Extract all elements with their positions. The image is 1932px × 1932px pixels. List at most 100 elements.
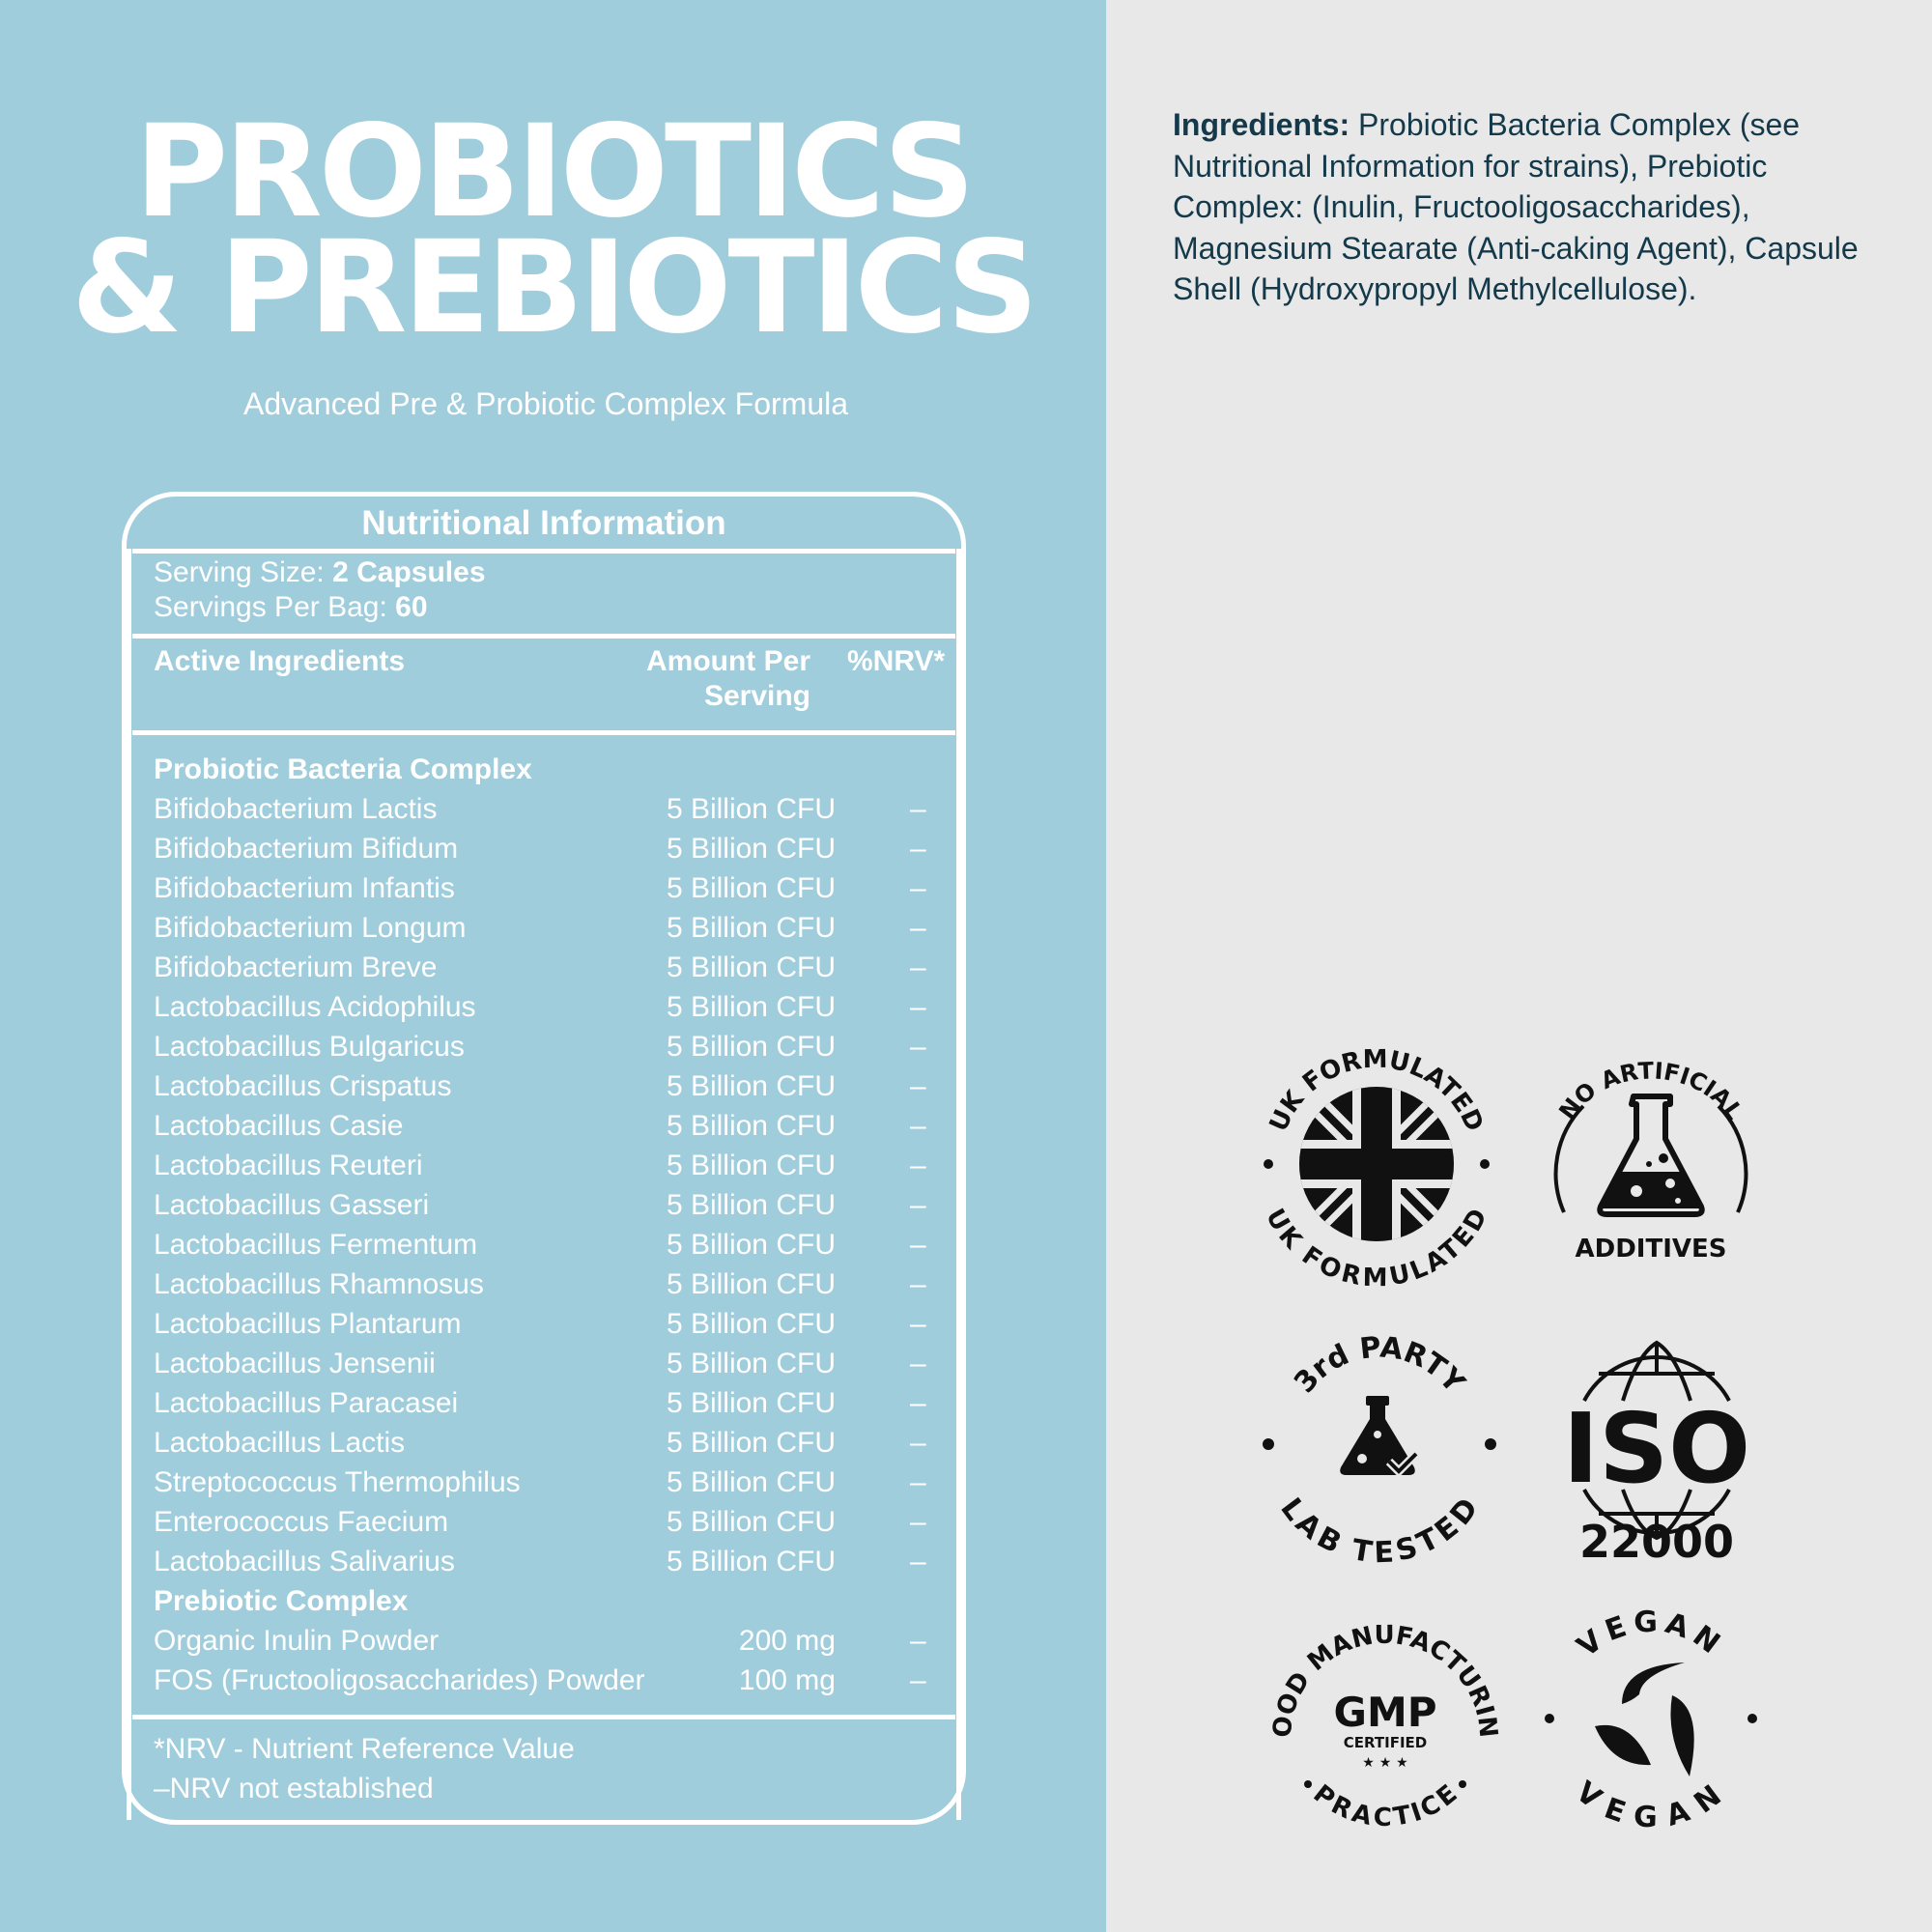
ingredients-text: Ingredients: Probiotic Bacteria Complex …: [1173, 104, 1888, 310]
table-row: Streptococcus Thermophilus 5 Billion CFU –: [154, 1463, 946, 1502]
amount-value: 5 Billion CFU: [666, 952, 836, 983]
divider: [132, 634, 955, 639]
ingredient-name: Lactobacillus Fermentum: [154, 1229, 478, 1261]
ingredient-name: Streptococcus Thermophilus: [154, 1466, 521, 1498]
servings-per-bag: Servings Per Bag: 60: [154, 591, 428, 624]
nrv-value: –: [910, 912, 926, 944]
nrv-value: –: [910, 1546, 926, 1577]
flask-icon: [1597, 1094, 1705, 1217]
nrv-value: –: [910, 1664, 926, 1696]
table-row: Lactobacillus Bulgaricus 5 Billion CFU –: [154, 1027, 946, 1066]
no-artificial-additives-badge: NO ARTIFICIAL ADDITIVES: [1525, 1038, 1776, 1290]
column-header-nrv: %NRV*: [847, 645, 946, 677]
amount-value: 5 Billion CFU: [666, 1229, 836, 1261]
ingredient-name: Bifidobacterium Breve: [154, 952, 438, 983]
nrv-value: –: [910, 833, 926, 865]
nrv-value: –: [910, 793, 926, 825]
badge-bottom-text: VEGAN: [1570, 1775, 1726, 1834]
nrv-value: –: [910, 991, 926, 1023]
divider: [132, 549, 955, 554]
left-panel: PROBIOTICS & PREBIOTICS Advanced Pre & P…: [0, 0, 1106, 1932]
amount-value: 5 Billion CFU: [666, 1150, 836, 1181]
nrv-value: –: [910, 1427, 926, 1459]
badge-bottom-text: LAB TESTED: [1274, 1492, 1485, 1570]
nrv-value: –: [910, 1387, 926, 1419]
nrv-value: –: [910, 1308, 926, 1340]
amount-value: 5 Billion CFU: [666, 1189, 836, 1221]
badge-top-text: VEGAN: [1571, 1605, 1724, 1664]
ingredient-name: Lactobacillus Bulgaricus: [154, 1031, 465, 1063]
divider: [127, 549, 131, 1820]
table-row: Bifidobacterium Breve 5 Billion CFU –: [154, 948, 946, 987]
ingredient-name: Prebiotic Complex: [154, 1585, 409, 1617]
subtitle: Advanced Pre & Probiotic Complex Formula: [242, 386, 849, 421]
ingredient-name: Lactobacillus Acidophilus: [154, 991, 476, 1023]
ingredient-name: Bifidobacterium Infantis: [154, 872, 455, 904]
lab-tested-badge: 3rd PARTY LAB TESTED: [1254, 1319, 1505, 1570]
amount-value: 5 Billion CFU: [666, 1466, 836, 1498]
amount-value: 5 Billion CFU: [666, 833, 836, 865]
right-panel: [1106, 0, 1932, 1932]
ingredient-name: Lactobacillus Lactis: [154, 1427, 406, 1459]
nrv-value: –: [910, 1031, 926, 1063]
table-row: Lactobacillus Plantarum 5 Billion CFU –: [154, 1304, 946, 1344]
table-row: Lactobacillus Gasseri 5 Billion CFU –: [154, 1185, 946, 1225]
amount-value: 100 mg: [738, 1664, 836, 1696]
divider: [956, 549, 961, 1820]
amount-value: 5 Billion CFU: [666, 1387, 836, 1419]
amount-value: 5 Billion CFU: [666, 912, 836, 944]
ingredient-name: Bifidobacterium Longum: [154, 912, 467, 944]
amount-value: 5 Billion CFU: [666, 991, 836, 1023]
table-row: Lactobacillus Jensenii 5 Billion CFU –: [154, 1344, 946, 1383]
union-jack-icon: [1299, 1087, 1454, 1241]
nrv-value: –: [910, 1466, 926, 1498]
amount-header-line1: Amount Per: [645, 645, 810, 677]
title-line-1: PROBIOTICS: [134, 98, 975, 246]
column-header-amount: Amount Per Serving: [646, 644, 810, 714]
amount-value: 5 Billion CFU: [666, 1348, 836, 1379]
servings-value: 60: [395, 591, 428, 623]
table-row: Enterococcus Faecium 5 Billion CFU –: [154, 1502, 946, 1542]
amount-value: 5 Billion CFU: [666, 1110, 836, 1142]
amount-value: 5 Billion CFU: [666, 872, 836, 904]
table-row: Lactobacillus Paracasei 5 Billion CFU –: [154, 1383, 946, 1423]
amount-value: 5 Billion CFU: [666, 793, 836, 825]
ingredient-name: Lactobacillus Paracasei: [154, 1387, 459, 1419]
serving-size-label: Serving Size:: [154, 556, 325, 588]
stars-icon: ★ ★ ★: [1362, 1755, 1407, 1771]
nrv-value: –: [910, 1229, 926, 1261]
ingredients-label: Ingredients:: [1173, 107, 1350, 142]
badge-bottom-text: PRACTICE: [1307, 1779, 1463, 1833]
table-row: Lactobacillus Reuteri 5 Billion CFU –: [154, 1146, 946, 1185]
nrv-value: –: [910, 872, 926, 904]
amount-value: 5 Billion CFU: [666, 1070, 836, 1102]
ingredient-name: Bifidobacterium Lactis: [154, 793, 438, 825]
svg-text:3rd PARTY: 3rd PARTY: [1288, 1330, 1472, 1400]
lab-flask-check-icon: [1340, 1396, 1420, 1478]
ingredient-name: FOS (Fructooligosaccharides) Powder: [154, 1664, 645, 1696]
nrv-value: –: [910, 1110, 926, 1142]
serving-size: Serving Size: 2 Capsules: [154, 556, 486, 589]
globe-icon: [1582, 1340, 1731, 1541]
amount-value: 5 Billion CFU: [666, 1031, 836, 1063]
amount-value: 5 Billion CFU: [666, 1546, 836, 1577]
table-row: Bifidobacterium Bifidum 5 Billion CFU –: [154, 829, 946, 868]
amount-header-line2: Serving: [703, 680, 810, 712]
ingredient-name: Probiotic Bacteria Complex: [154, 753, 532, 785]
ingredients-list: Probiotic Bacteria Complex (see Nutritio…: [1173, 107, 1859, 306]
ingredient-name: Lactobacillus Reuteri: [154, 1150, 423, 1181]
svg-text:PRACTICE: PRACTICE: [1307, 1779, 1463, 1833]
section-header-row: Probiotic Bacteria Complex: [154, 750, 946, 789]
nrv-value: –: [910, 1268, 926, 1300]
nrv-value: –: [910, 1070, 926, 1102]
table-row: Lactobacillus Acidophilus 5 Billion CFU –: [154, 987, 946, 1027]
nrv-value: –: [910, 1348, 926, 1379]
table-row: Lactobacillus Casie 5 Billion CFU –: [154, 1106, 946, 1146]
divider: [132, 730, 955, 735]
badge-top-text: NO ARTIFICIAL: [1553, 1057, 1747, 1124]
ingredient-name: Lactobacillus Jensenii: [154, 1348, 436, 1379]
gmp-certified-badge: GOOD MANUFACTURING PRACTICE GMP CERTIFIE…: [1249, 1571, 1511, 1844]
ingredient-name: Lactobacillus Crispatus: [154, 1070, 452, 1102]
badge-top-text: 3rd PARTY: [1288, 1330, 1472, 1400]
ingredient-name: Lactobacillus Gasseri: [154, 1189, 430, 1221]
